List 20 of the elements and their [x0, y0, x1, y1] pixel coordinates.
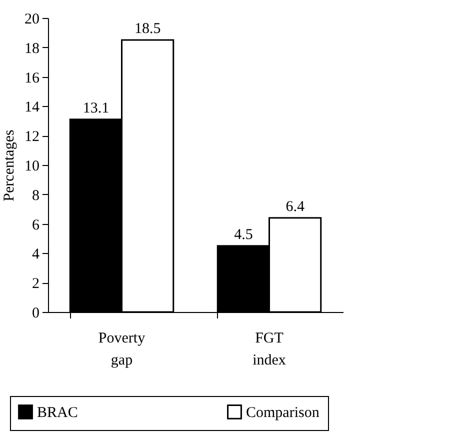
- y-tick-label: 10: [24, 158, 40, 174]
- y-axis-title: Percentages: [2, 130, 18, 202]
- data-label: 4.5: [234, 226, 253, 243]
- y-tick-label: 16: [24, 70, 40, 86]
- legend-label: Comparison: [246, 404, 320, 421]
- data-label: 13.1: [82, 100, 110, 116]
- x-tick-label: Poverty gap: [98, 330, 146, 368]
- y-tick-label: 2: [32, 276, 40, 292]
- y-tick-label: 12: [24, 129, 40, 146]
- y-tick-label: 4: [32, 246, 40, 263]
- y-tick-label: 6: [32, 217, 40, 234]
- y-tick-label: 0: [32, 306, 40, 322]
- legend-label: BRAC: [37, 404, 78, 421]
- x-tick-label: FGT index: [252, 330, 286, 368]
- data-label: 6.4: [286, 198, 305, 215]
- y-tick-label: 14: [24, 100, 40, 116]
- y-tick-label: 20: [24, 12, 40, 28]
- data-label: 18.5: [134, 21, 161, 38]
- y-tick-label: 8: [32, 188, 40, 204]
- y-tick-label: 18: [24, 40, 40, 57]
